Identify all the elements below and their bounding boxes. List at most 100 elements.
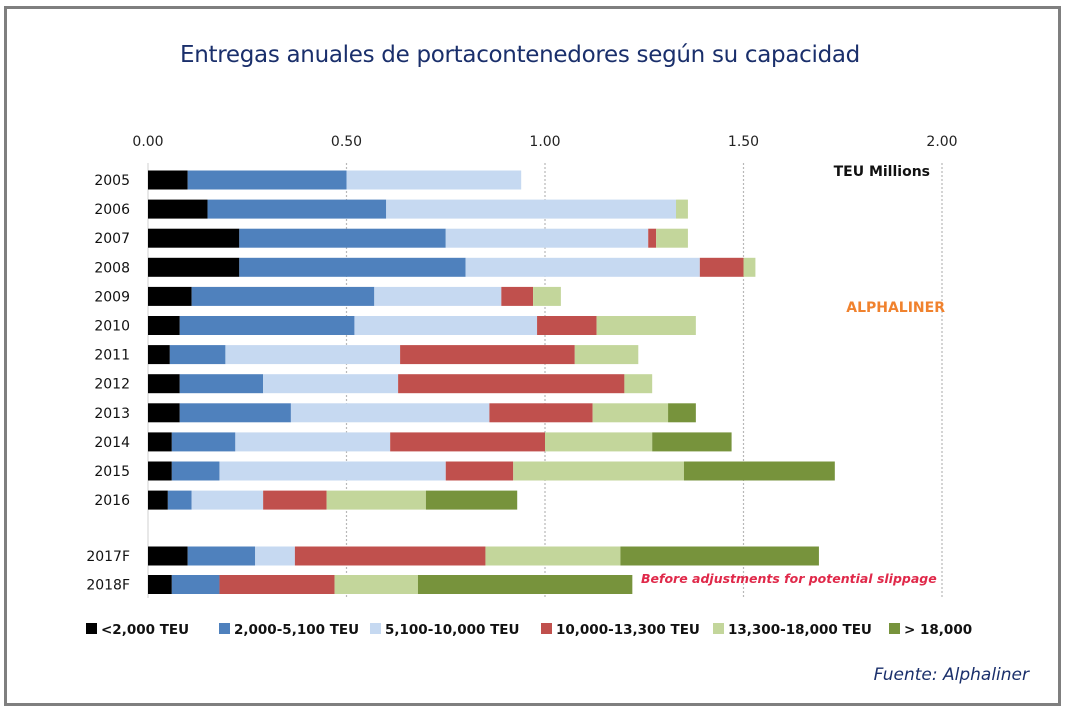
bar-segment [255, 546, 295, 566]
bar-segment [148, 316, 180, 335]
y-tick-label: 2011 [94, 348, 130, 364]
bar-segment [400, 345, 575, 365]
bar-segment [148, 432, 172, 452]
bars [148, 170, 835, 594]
legend-swatch [86, 623, 97, 634]
legend-item: 13,300-18,000 TEU [713, 622, 872, 638]
bar-segment [620, 546, 819, 566]
bar-segment [545, 432, 653, 452]
bar-segment [235, 432, 391, 452]
y-tick-label: 2018F [86, 578, 130, 594]
y-tick-label: 2005 [94, 173, 130, 189]
bar-segment [225, 345, 401, 365]
bar-segment [207, 199, 387, 219]
legend-swatch [219, 623, 230, 634]
legend-label: > 18,000 [904, 622, 972, 638]
x-tick-label: 1.50 [728, 134, 759, 150]
bar-segment [596, 316, 696, 335]
bar-segment [148, 286, 192, 306]
y-tick-label: 2008 [94, 260, 130, 276]
bar-segment [148, 461, 172, 481]
bar-segment [179, 316, 355, 335]
bar-segment [425, 490, 518, 510]
bar-segment [148, 546, 188, 566]
bar-segment [485, 546, 621, 566]
bar-segment [445, 461, 514, 481]
bar-segment [533, 286, 561, 306]
legend: <2,000 TEU 2,000-5,100 TEU 5,100-10,000 TE… [86, 622, 972, 638]
bar-segment [537, 316, 597, 335]
bar-segment [294, 546, 486, 566]
y-tick-label: 2016 [94, 493, 130, 509]
bar-segment [191, 490, 264, 510]
bar-segment [683, 461, 835, 481]
bar-segment [148, 199, 208, 219]
legend-label: 5,100-10,000 TEU [385, 622, 520, 638]
bar-segment [263, 374, 399, 394]
chart-title: Entregas anuales de portacontenedores se… [180, 42, 860, 68]
y-tick-label: 2015 [94, 464, 130, 480]
bar-segment [148, 575, 172, 594]
bar-segment [354, 316, 538, 335]
bar-segment [171, 575, 220, 594]
bar-segment [592, 403, 669, 423]
bar-segment [187, 170, 347, 190]
bar-segment [374, 286, 502, 306]
y-tick-label: 2006 [94, 202, 130, 218]
bar-segment [187, 546, 256, 566]
y-axis-labels: 2005 2006 2007 2008 2009 2010 2011 2012 2013 2014… [86, 173, 130, 594]
bar-segment [465, 257, 700, 277]
bar-segment [501, 286, 534, 306]
bar-segment [326, 490, 426, 510]
bar-segment [219, 575, 335, 594]
bar-segment [219, 461, 446, 481]
bar-segment [652, 432, 732, 452]
bar-segment [398, 374, 625, 394]
bar-segment [489, 403, 593, 423]
y-tick-label: 2009 [94, 289, 130, 305]
legend-item: 2,000-5,100 TEU [219, 622, 359, 638]
bar-segment [334, 575, 418, 594]
bar-segment [574, 345, 639, 365]
x-tick-label: 0.50 [331, 134, 362, 150]
bar-segment [191, 286, 375, 306]
y-tick-label: 2014 [94, 435, 130, 451]
bar-segment [179, 374, 264, 394]
bar-segment [167, 490, 192, 510]
legend-item: 5,100-10,000 TEU [370, 622, 520, 638]
bar-segment [648, 228, 657, 248]
x-tick-label: 1.00 [529, 134, 560, 150]
legend-swatch [541, 623, 552, 634]
legend-label: 13,300-18,000 TEU [728, 622, 872, 638]
bar-segment [656, 228, 688, 248]
y-tick-label: 2013 [94, 406, 130, 422]
bar-segment [179, 403, 291, 423]
legend-swatch [713, 623, 724, 634]
legend-item: <2,000 TEU [86, 622, 189, 638]
bar-segment [148, 228, 240, 248]
bar-segment [668, 403, 696, 423]
bar-segment [624, 374, 653, 394]
legend-label: <2,000 TEU [101, 622, 189, 638]
bar-segment [290, 403, 490, 423]
y-tick-label: 2007 [94, 231, 130, 247]
bar-segment [169, 345, 226, 365]
bar-segment [346, 170, 522, 190]
bar-segment [148, 403, 180, 423]
unit-label: TEU Millions [834, 164, 930, 180]
legend-label: 10,000-13,300 TEU [556, 622, 700, 638]
bar-segment [239, 228, 446, 248]
bar-segment [386, 199, 677, 219]
x-tick-label: 0.00 [132, 134, 163, 150]
y-tick-label: 2012 [94, 377, 130, 393]
slippage-note: Before adjustments for potential slippag… [641, 571, 937, 586]
bar-segment [513, 461, 684, 481]
legend-swatch [370, 623, 381, 634]
legend-swatch [889, 623, 900, 634]
x-axis-ticks: 0.00 0.50 1.00 1.50 2.00 [132, 134, 957, 150]
bar-segment [743, 257, 756, 277]
bar-segment [148, 345, 170, 365]
bar-segment [148, 490, 168, 510]
x-tick-label: 2.00 [926, 134, 957, 150]
